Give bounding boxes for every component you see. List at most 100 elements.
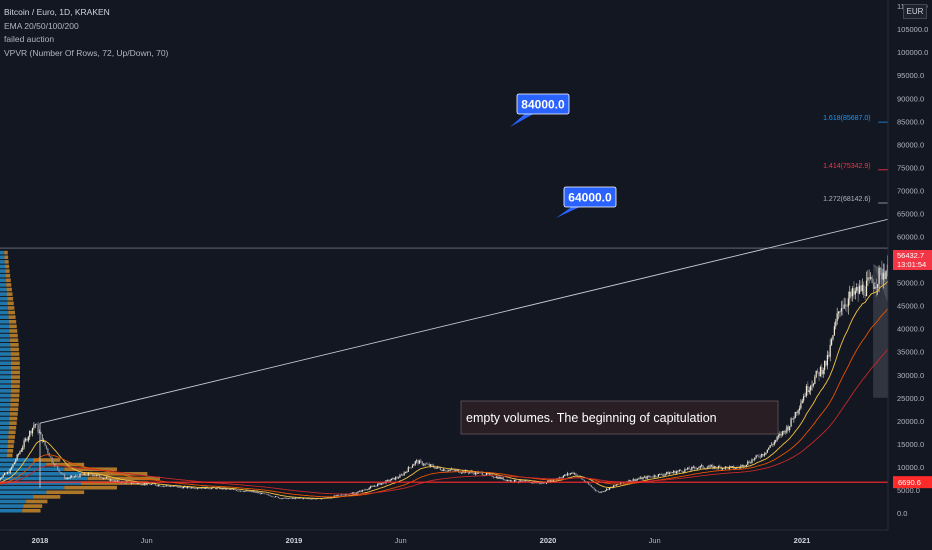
- candle: [103, 478, 105, 479]
- vpvr-bar-up: [0, 329, 10, 333]
- vpvr-bar-down: [6, 292, 13, 296]
- candle: [680, 470, 682, 471]
- trendline: [39, 208, 932, 424]
- candle: [631, 480, 633, 482]
- candle: [495, 476, 497, 478]
- candle: [715, 466, 717, 468]
- vpvr-bar-up: [0, 269, 6, 273]
- candle: [167, 485, 169, 487]
- vpvr-bar-down: [8, 435, 15, 439]
- candle: [428, 464, 430, 466]
- candle: [572, 472, 574, 474]
- candle: [807, 385, 809, 392]
- candle: [603, 491, 605, 492]
- indicator-ema[interactable]: EMA 20/50/100/200: [4, 20, 79, 31]
- candle: [353, 492, 355, 494]
- candle: [431, 464, 433, 466]
- candle: [178, 486, 180, 488]
- candle: [13, 462, 15, 465]
- candle: [434, 467, 436, 469]
- candle: [702, 465, 704, 468]
- vpvr-bar-up: [0, 421, 10, 425]
- candle: [30, 431, 32, 434]
- candle: [231, 489, 233, 490]
- indicator-failed-auction[interactable]: failed auction: [4, 34, 55, 44]
- time-tick-label: 2018: [32, 536, 49, 545]
- candle: [754, 457, 756, 460]
- candle: [286, 497, 288, 499]
- vpvr-bar-down: [6, 453, 13, 458]
- candle: [490, 473, 492, 475]
- candle: [843, 304, 845, 309]
- candle: [36, 424, 38, 425]
- vpvr-bar-down: [8, 310, 15, 315]
- candle: [701, 465, 703, 466]
- candle: [708, 467, 710, 468]
- candle: [301, 498, 303, 500]
- candle: [82, 475, 84, 476]
- vpvr-bar-down: [10, 338, 19, 342]
- candle: [522, 480, 524, 482]
- candle: [699, 465, 701, 468]
- candle: [654, 475, 657, 477]
- candle: [284, 497, 286, 499]
- candle: [153, 483, 155, 485]
- candle: [565, 474, 567, 476]
- drawings[interactable]: 1.618(85687.0) 1.414(75342.9) 1.272(68142.…: [0, 93, 932, 495]
- candle: [559, 477, 562, 479]
- candle: [668, 472, 671, 475]
- candle: [295, 497, 298, 499]
- candle: [29, 431, 31, 437]
- candle: [752, 459, 754, 461]
- candle: [635, 479, 637, 481]
- candle: [115, 480, 117, 482]
- candle: [789, 426, 791, 430]
- vpvr-bar-up: [0, 255, 5, 260]
- candle: [66, 478, 69, 479]
- currency-button[interactable]: EUR: [903, 4, 927, 19]
- candle: [376, 484, 379, 487]
- candle: [857, 286, 859, 294]
- candle: [139, 482, 141, 485]
- candle: [52, 462, 55, 466]
- vpvr-bar-up: [0, 356, 11, 361]
- candle: [360, 490, 362, 492]
- candle: [170, 486, 172, 488]
- price-axis-bg: [888, 0, 932, 550]
- candle: [830, 339, 833, 345]
- candle: [154, 484, 157, 486]
- candle: [6, 472, 8, 474]
- vpvr-bar-up: [0, 504, 24, 508]
- candle: [499, 477, 502, 479]
- candle: [147, 482, 150, 484]
- candle: [111, 479, 113, 481]
- candle: [277, 496, 279, 499]
- candle: [105, 477, 108, 479]
- candle: [730, 466, 732, 467]
- price-axis[interactable]: 0.0 5000.0 10000.0 15000.0 20000.0 25000.0 300…: [887, 0, 932, 550]
- candle: [649, 476, 651, 478]
- candle: [44, 440, 46, 446]
- candle: [0, 478, 1, 480]
- vpvr-bar-down: [10, 393, 20, 398]
- candle: [27, 436, 29, 441]
- candle: [235, 490, 238, 491]
- candle: [719, 466, 721, 467]
- candle: [221, 487, 224, 490]
- candle: [298, 498, 300, 499]
- candle: [597, 491, 599, 492]
- indicator-vpvr[interactable]: VPVR (Number Of Rows, 72, Up/Down, 70): [4, 47, 169, 58]
- vpvr-bar-up: [0, 301, 8, 306]
- candle: [58, 469, 60, 472]
- candle: [706, 467, 708, 469]
- candle: [362, 489, 365, 491]
- vpvr-bar-up: [0, 425, 9, 430]
- candle: [94, 475, 96, 477]
- symbol-title[interactable]: Bitcoin / Euro, 1D, KRAKEN: [4, 7, 110, 17]
- price-tick-label: 65000.0: [897, 209, 924, 218]
- candle: [851, 288, 854, 297]
- candle: [142, 484, 144, 486]
- candle: [381, 483, 383, 485]
- candle: [242, 491, 245, 492]
